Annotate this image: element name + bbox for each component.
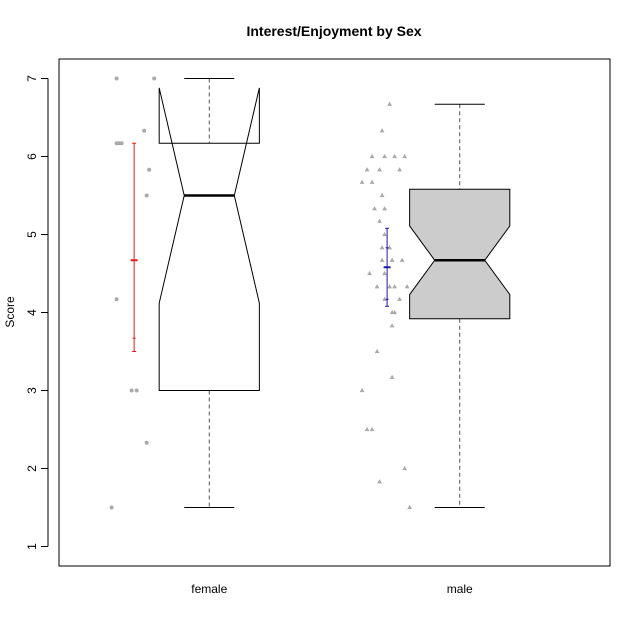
data-point xyxy=(382,270,387,276)
data-point xyxy=(382,206,387,211)
data-point xyxy=(387,101,392,106)
y-tick-label: 2 xyxy=(25,465,39,472)
plot-frame xyxy=(58,58,611,567)
data-point xyxy=(392,309,398,315)
data-point xyxy=(369,153,375,159)
data-point xyxy=(109,505,114,510)
data-point xyxy=(129,388,134,393)
data-point xyxy=(379,128,385,133)
data-point xyxy=(379,245,385,250)
data-point xyxy=(382,153,387,159)
data-point xyxy=(382,296,387,301)
data-point xyxy=(359,179,365,184)
data-point xyxy=(392,284,398,289)
data-point xyxy=(389,257,395,262)
data-point xyxy=(389,323,395,328)
data-point xyxy=(402,153,408,159)
data-point xyxy=(387,284,392,289)
data-point xyxy=(397,296,403,301)
box-female xyxy=(158,87,260,391)
data-point xyxy=(379,192,385,198)
data-point xyxy=(359,387,365,393)
data-point xyxy=(392,153,398,159)
x-tick-label-female: female xyxy=(191,582,227,596)
y-tick-label: 7 xyxy=(25,75,39,82)
data-point xyxy=(369,426,375,432)
data-point xyxy=(397,167,403,172)
data-point xyxy=(364,167,370,172)
box-male xyxy=(409,188,511,320)
data-point xyxy=(374,284,380,289)
data-point xyxy=(114,297,119,302)
data-point xyxy=(144,193,149,198)
data-point xyxy=(402,465,408,471)
data-point xyxy=(147,167,152,172)
x-axis-labels: female male xyxy=(191,582,473,596)
data-points xyxy=(109,76,413,510)
data-point xyxy=(377,218,382,223)
data-point xyxy=(387,245,392,250)
x-tick-label-male: male xyxy=(447,582,473,596)
y-axis-label: Score xyxy=(3,296,17,328)
y-tick-label: 4 xyxy=(25,309,39,316)
data-point xyxy=(152,76,157,81)
y-axis: 1 2 3 4 5 6 7 xyxy=(25,75,49,550)
data-point xyxy=(119,141,124,146)
data-point xyxy=(382,231,387,237)
data-point xyxy=(404,284,410,289)
data-point xyxy=(377,167,382,172)
data-point xyxy=(144,440,149,445)
boxes xyxy=(158,78,511,508)
chart-title: Interest/Enjoyment by Sex xyxy=(246,23,421,39)
data-point xyxy=(372,206,377,211)
y-tick-label: 1 xyxy=(25,543,39,550)
data-point xyxy=(374,348,380,354)
data-point xyxy=(369,179,375,184)
y-tick-label: 3 xyxy=(25,387,39,394)
data-point xyxy=(379,257,385,262)
data-point xyxy=(407,504,413,510)
y-tick-label: 6 xyxy=(25,153,39,160)
data-point xyxy=(364,426,370,432)
data-point xyxy=(367,270,372,276)
data-point xyxy=(389,374,395,379)
data-point xyxy=(377,479,382,484)
y-tick-label: 5 xyxy=(25,231,39,238)
confidence-intervals xyxy=(130,142,391,352)
data-point xyxy=(142,128,147,133)
data-point xyxy=(134,388,139,393)
data-point xyxy=(399,257,405,262)
data-point xyxy=(114,76,119,81)
